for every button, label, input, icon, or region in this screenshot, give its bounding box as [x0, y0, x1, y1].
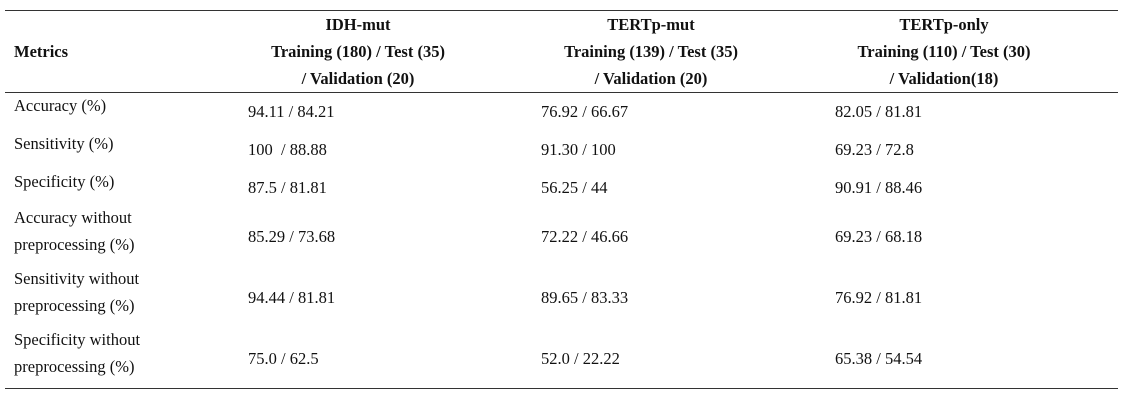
value-cell: 69.23 / 68.18: [835, 206, 922, 267]
value-cell: 56.25 / 44: [541, 168, 607, 206]
header-cell: TERTp-only Training (110) / Test (30) / Va…: [804, 11, 1084, 91]
value-cell: 82.05 / 81.81: [835, 92, 922, 130]
value-text: 85.29 / 73.68: [248, 227, 336, 246]
value-text: 76.92 / 81.81: [835, 288, 923, 307]
header-cell: TERTp-mut Training (139) / Test (35) / Val…: [511, 11, 791, 91]
value-text: 75.0 / 62.5: [248, 349, 319, 368]
value-cell: 72.22 / 46.66: [541, 206, 628, 267]
value-cell: 52.0 / 22.22: [541, 328, 620, 389]
header-text: Training (139) / Test (35): [564, 41, 738, 61]
value-cell: 75.0 / 62.5: [248, 328, 319, 389]
value-text: 82.05 / 81.81: [835, 101, 923, 121]
header-text: / Validation(18): [889, 68, 999, 88]
value-cell: 87.5 / 81.81: [248, 168, 327, 206]
value-cell: 76.92 / 81.81: [835, 267, 922, 328]
label-text: Specificity (%): [14, 171, 115, 191]
row-label: Sensitivity without preprocessing (%): [14, 261, 139, 322]
value-cell: 85.29 / 73.68: [248, 206, 335, 267]
value-text: 90.91 / 88.46: [835, 177, 923, 197]
top-rule: [5, 10, 1118, 11]
header-text: / Validation (20): [594, 68, 708, 88]
value-text: 56.25 / 44: [541, 177, 608, 197]
value-cell: 69.23 / 72.8: [835, 130, 914, 168]
label-text: Sensitivity without: [14, 268, 140, 288]
value-text: 72.22 / 46.66: [541, 227, 629, 246]
header-text: Metrics: [14, 41, 69, 61]
row-label: Sensitivity (%): [14, 124, 113, 162]
header-cell: IDH-mut Training (180) / Test (35) / Valid…: [218, 11, 498, 91]
value-cell: 89.65 / 83.33: [541, 267, 628, 328]
value-text: 89.65 / 83.33: [541, 288, 629, 307]
label-text: Accuracy (%): [14, 95, 107, 115]
label-text: preprocessing (%): [14, 234, 135, 254]
header-cell: Metrics: [14, 11, 68, 91]
value-cell: 94.11 / 84.21: [248, 92, 334, 130]
header-text: / Validation (20): [301, 68, 415, 88]
value-text: 69.23 / 72.8: [835, 139, 914, 159]
value-text: 100 / 88.88: [248, 139, 327, 159]
value-cell: 94.44 / 81.81: [248, 267, 335, 328]
value-cell: 76.92 / 66.67: [541, 92, 628, 130]
value-text: 76.92 / 66.67: [541, 101, 629, 121]
value-text: 69.23 / 68.18: [835, 227, 923, 246]
header-rule: [5, 92, 1118, 93]
value-text: 94.44 / 81.81: [248, 288, 336, 307]
value-text: 65.38 / 54.54: [835, 349, 923, 368]
label-text: Accuracy without: [14, 207, 132, 227]
value-cell: 100 / 88.88: [248, 130, 327, 168]
label-text: Sensitivity (%): [14, 133, 114, 153]
row-label: Accuracy without preprocessing (%): [14, 200, 135, 261]
row-label: Accuracy (%): [14, 86, 106, 124]
value-text: 52.0 / 22.22: [541, 349, 620, 368]
value-cell: 91.30 / 100: [541, 130, 616, 168]
value-text: 91.30 / 100: [541, 139, 616, 159]
header-text: TERTp-only: [899, 14, 989, 34]
label-text: Specificity without: [14, 329, 141, 349]
header-text: IDH-mut: [325, 14, 391, 34]
bottom-rule: [5, 388, 1118, 389]
header-text: TERTp-mut: [607, 14, 695, 34]
header-text: Training (180) / Test (35): [271, 41, 445, 61]
value-text: 94.11 / 84.21: [248, 101, 335, 121]
row-label: Specificity without preprocessing (%): [14, 322, 140, 383]
row-label: Specificity (%): [14, 162, 114, 200]
label-text: preprocessing (%): [14, 295, 135, 315]
value-cell: 65.38 / 54.54: [835, 328, 922, 389]
label-text: preprocessing (%): [14, 356, 135, 376]
value-cell: 90.91 / 88.46: [835, 168, 922, 206]
header-text: Training (110) / Test (30): [857, 41, 1031, 61]
value-text: 87.5 / 81.81: [248, 177, 327, 197]
